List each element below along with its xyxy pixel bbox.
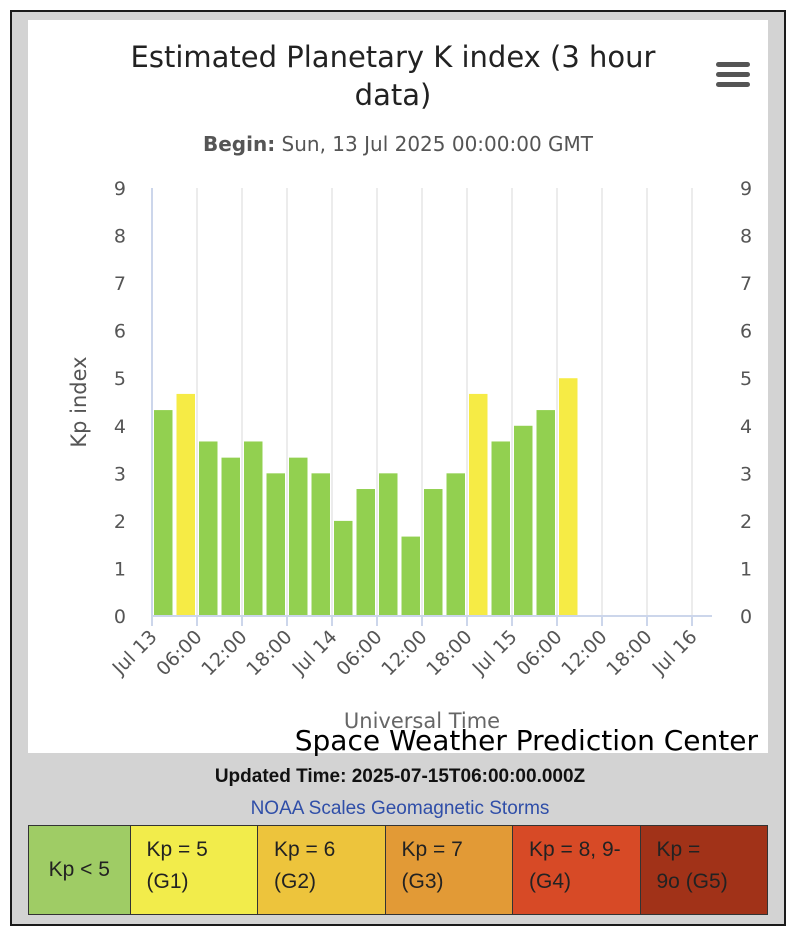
x-tick-label: Jul 15 — [468, 626, 522, 680]
y-tick-label-right: 6 — [740, 321, 752, 343]
x-tick-label: 06:00 — [512, 626, 566, 680]
x-tick-label: Jul 16 — [648, 626, 702, 680]
subtitle-label: Begin: — [202, 132, 276, 156]
x-tick-label: 12:00 — [377, 626, 431, 680]
kp-bar — [379, 473, 398, 616]
kp-legend: Kp < 5 Kp = 5 (G1) Kp = 6 (G2) Kp = 7 (G… — [28, 825, 768, 915]
kp-bar — [154, 410, 173, 616]
y-tick-label-left: 2 — [114, 511, 126, 533]
kp-bar — [199, 441, 218, 616]
kp-bar — [536, 410, 555, 616]
kp-bar — [446, 473, 465, 616]
kp-bar — [514, 425, 533, 616]
kp-bar — [401, 536, 420, 616]
kp-bar — [424, 489, 443, 616]
chart-credit: Space Weather Prediction Center — [294, 724, 758, 757]
kp-bar — [559, 378, 578, 616]
y-tick-label-right: 7 — [740, 273, 752, 295]
kp-bar — [334, 520, 353, 616]
legend-cell-g1: Kp = 5 (G1) — [130, 826, 258, 914]
y-tick-label-left: 0 — [114, 606, 126, 628]
y-tick-label-left: 5 — [114, 368, 126, 390]
updated-time: Updated Time: 2025-07-15T06:00:00.000Z — [214, 766, 586, 787]
x-tick-label: 18:00 — [602, 626, 656, 680]
noaa-scales-link[interactable]: NOAA Scales Geomagnetic Storms — [250, 798, 550, 819]
chart-subtitle: Begin: Sun, 13 Jul 2025 00:00:00 GMT — [28, 132, 768, 156]
y-tick-label-left: 8 — [114, 226, 126, 248]
chart-title: Estimated Planetary K index (3 hour data… — [130, 40, 656, 112]
legend-cell-g3: Kp = 7 (G3) — [385, 826, 513, 914]
y-tick-label-left: 3 — [114, 463, 126, 485]
hamburger-menu-icon[interactable] — [716, 62, 750, 90]
legend-cell-g5: Kp = 9o (G5) — [640, 826, 767, 914]
y-tick-label-right: 8 — [740, 226, 752, 248]
y-tick-label-right: 3 — [740, 463, 752, 485]
legend-cell-kp-below-5: Kp < 5 — [29, 826, 131, 914]
x-tick-label: Jul 13 — [108, 626, 162, 680]
kp-bar — [289, 457, 308, 616]
y-tick-label-left: 7 — [114, 273, 126, 295]
y-tick-label-right: 4 — [740, 416, 752, 438]
subtitle-value: Sun, 13 Jul 2025 00:00:00 GMT — [281, 132, 594, 156]
kp-bar — [176, 393, 195, 616]
kp-bar — [356, 489, 375, 616]
y-tick-label-right: 5 — [740, 368, 752, 390]
x-tick-label: 06:00 — [332, 626, 386, 680]
y-tick-label-right: 0 — [740, 606, 752, 628]
y-tick-label-left: 1 — [114, 558, 126, 580]
x-tick-label: 12:00 — [557, 626, 611, 680]
y-tick-label-left: 9 — [114, 178, 126, 200]
x-axis-title: Universal Time — [344, 709, 500, 733]
kp-bar — [469, 393, 488, 616]
legend-cell-g4: Kp = 8, 9- (G4) — [513, 826, 641, 914]
y-tick-label-left: 4 — [114, 416, 126, 438]
y-axis-title: Kp index — [67, 356, 91, 447]
x-tick-label: 18:00 — [422, 626, 476, 680]
x-tick-label: 06:00 — [152, 626, 206, 680]
widget-frame: 0 0 1 1 2 2 3 3 4 4 5 5 6 6 7 7 8 8 9 9 Jul 13 06:00 12:00 18:0… — [10, 10, 786, 926]
x-tick-label: 12:00 — [197, 626, 251, 680]
kp-bar — [244, 441, 263, 616]
y-tick-label-right: 1 — [740, 558, 752, 580]
y-tick-label-left: 6 — [114, 321, 126, 343]
kp-bar — [266, 473, 285, 616]
x-tick-label: Jul 14 — [288, 626, 342, 680]
kp-bar — [311, 473, 330, 616]
chart-panel: 0 0 1 1 2 2 3 3 4 4 5 5 6 6 7 7 8 8 9 9 Jul 13 06:00 12:00 18:0… — [28, 20, 768, 757]
kp-bar — [221, 457, 240, 616]
y-tick-label-right: 9 — [740, 178, 752, 200]
y-tick-label-right: 2 — [740, 511, 752, 533]
kp-bar — [491, 441, 510, 616]
legend-cell-g2: Kp = 6 (G2) — [258, 826, 386, 914]
x-tick-label: 18:00 — [242, 626, 296, 680]
